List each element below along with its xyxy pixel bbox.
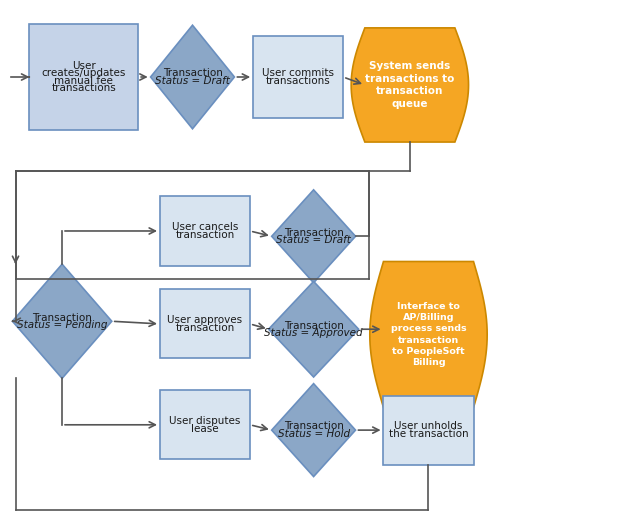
- Text: Transaction: Transaction: [163, 68, 222, 78]
- FancyBboxPatch shape: [383, 396, 473, 465]
- Text: User approves: User approves: [168, 315, 242, 325]
- Polygon shape: [351, 28, 469, 142]
- Text: Status = Hold: Status = Hold: [278, 429, 350, 439]
- FancyBboxPatch shape: [253, 36, 343, 118]
- FancyBboxPatch shape: [160, 390, 250, 459]
- Text: the transaction: the transaction: [389, 429, 468, 439]
- Text: Status = Approved: Status = Approved: [265, 328, 363, 338]
- Text: Status = Pending: Status = Pending: [17, 320, 107, 330]
- Polygon shape: [369, 261, 487, 408]
- Text: transactions: transactions: [52, 83, 116, 93]
- Text: manual fee: manual fee: [55, 76, 113, 85]
- Text: Interface to
AP/Billing
process sends
transaction
to PeopleSoft
Billing: Interface to AP/Billing process sends tr…: [391, 302, 466, 367]
- Text: User: User: [72, 61, 96, 71]
- Text: Transaction: Transaction: [284, 228, 343, 237]
- FancyBboxPatch shape: [30, 24, 138, 130]
- Text: Status = Draft: Status = Draft: [276, 235, 351, 245]
- Text: Transaction: Transaction: [284, 422, 343, 431]
- Text: User commits: User commits: [262, 68, 334, 78]
- Text: Status = Draft: Status = Draft: [155, 76, 230, 85]
- Text: User cancels: User cancels: [172, 222, 238, 232]
- Text: transactions: transactions: [266, 76, 330, 85]
- Text: transaction: transaction: [175, 323, 235, 332]
- Text: User unholds: User unholds: [394, 422, 463, 431]
- Text: System sends
transactions to
transaction
queue: System sends transactions to transaction…: [365, 62, 455, 108]
- Text: lease: lease: [191, 424, 219, 433]
- FancyBboxPatch shape: [160, 289, 250, 358]
- Polygon shape: [150, 25, 235, 129]
- Text: Transaction: Transaction: [284, 321, 343, 330]
- Polygon shape: [268, 281, 359, 377]
- Text: Transaction: Transaction: [32, 313, 92, 322]
- FancyBboxPatch shape: [160, 196, 250, 266]
- Polygon shape: [272, 383, 355, 477]
- Text: User disputes: User disputes: [170, 416, 240, 426]
- Text: creates/updates: creates/updates: [42, 68, 126, 78]
- Text: transaction: transaction: [175, 230, 235, 239]
- Polygon shape: [12, 264, 112, 378]
- Polygon shape: [272, 190, 355, 282]
